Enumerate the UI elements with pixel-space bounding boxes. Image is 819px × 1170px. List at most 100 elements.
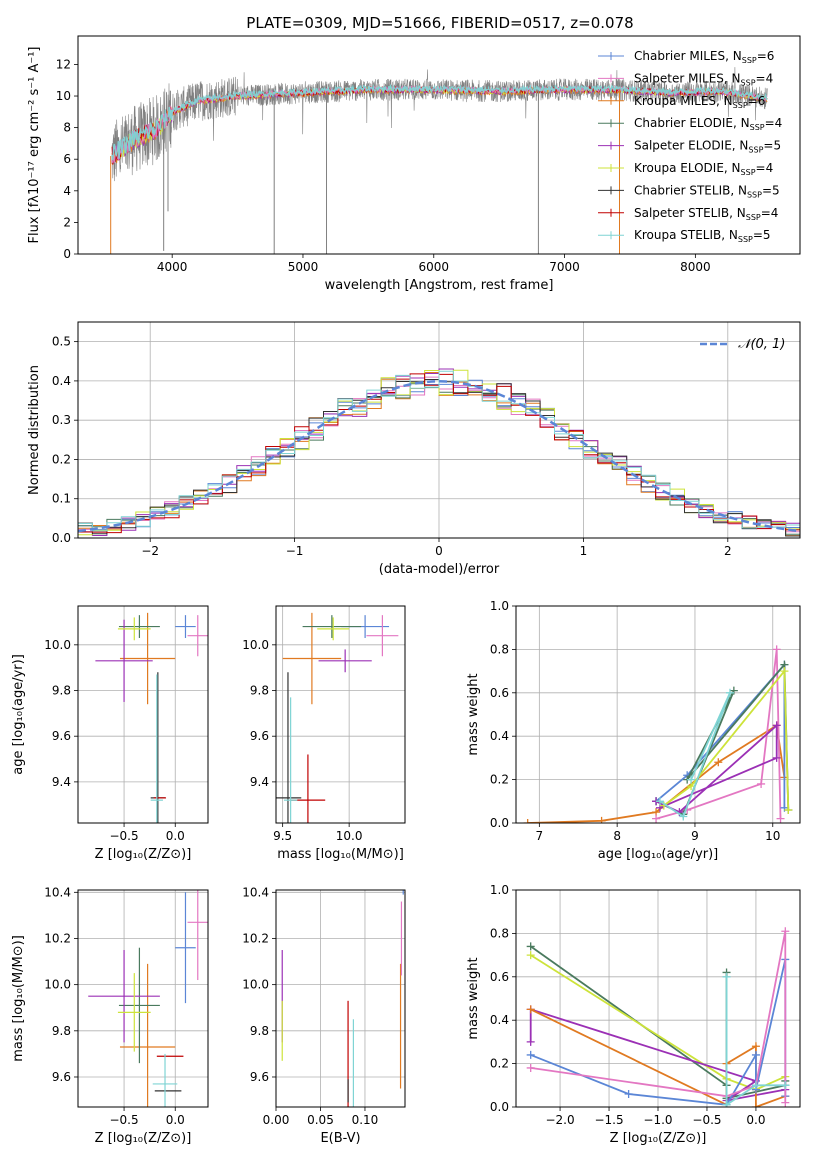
- y-axis-label: mass [log₁₀(M/M⊙)]: [11, 935, 26, 1062]
- weight-marker: [526, 1037, 535, 1046]
- errorbar-point: [117, 973, 151, 1052]
- legend-label: 𝒩(0, 1): [738, 337, 785, 352]
- legend-entry: Kroupa STELIB, NSSP=5: [598, 228, 771, 244]
- errorbar-point: [276, 672, 302, 823]
- errorbar-point: [150, 674, 163, 823]
- legend-entry: Salpeter ELODIE, NSSP=5: [598, 139, 781, 155]
- mass-vs-ebv-panel: 0.00 0.05 0.10 9.6 9.8 10.0 10.2 10.4 E(B-V): [242, 885, 406, 1146]
- y-tick-label: 10.0: [242, 978, 269, 992]
- errorbar-point: [318, 649, 372, 673]
- weight-marker: [751, 1042, 760, 1051]
- y-axis-label: Flux [fλ10⁻¹⁷ erg cm⁻² s⁻¹ A⁻¹]: [27, 47, 42, 244]
- weight-marker: [526, 1005, 535, 1014]
- x-tick-label: −1.0: [643, 1113, 672, 1127]
- weight-marker: [751, 1081, 760, 1090]
- y-tick-label: 10.2: [44, 931, 71, 945]
- y-tick-label: 0.8: [490, 926, 509, 940]
- x-tick-label: 0.05: [307, 1113, 334, 1127]
- x-axis-label: mass [log₁₀(M/M⊙)]: [277, 847, 404, 862]
- y-tick-label: 0.0: [52, 531, 71, 545]
- y-tick-label: 2: [63, 215, 71, 229]
- weight-marker: [772, 721, 781, 730]
- y-tick-label: 8: [63, 121, 71, 135]
- x-axis-label: age [log₁₀(age/yr)]: [598, 847, 719, 862]
- errorbar-point: [282, 612, 342, 705]
- y-tick-label: 10.4: [242, 885, 269, 899]
- legend-entry: Kroupa MILES, NSSP=6: [598, 94, 765, 110]
- y-tick-label: 0.1: [52, 492, 71, 506]
- weight-marker: [597, 816, 606, 823]
- y-tick-label: 0.4: [490, 1013, 509, 1027]
- axes-frame: [77, 605, 209, 824]
- y-axis-label: mass weight: [466, 957, 481, 1039]
- age-vs-z-panel: −0.5 0.0 9.4 9.6 9.8 10.0 Z [log₁₀(Z/Z⊙)] age […: [11, 605, 209, 862]
- gaussian-curve: [78, 380, 800, 533]
- x-tick-label: 0: [435, 544, 443, 558]
- legend-label: Salpeter STELIB, NSSP=4: [634, 206, 778, 222]
- weight-marker: [772, 645, 781, 654]
- weight-series: [523, 721, 789, 823]
- y-tick-label: 9.8: [52, 684, 71, 698]
- y-tick-label: 10.2: [242, 931, 269, 945]
- errorbar-point: [187, 615, 208, 657]
- errorbar-point: [88, 950, 160, 1043]
- legend-label: Salpeter ELODIE, NSSP=5: [634, 139, 781, 155]
- y-tick-label: 6: [63, 152, 71, 166]
- weight-marker: [624, 1089, 633, 1098]
- weight-marker: [776, 814, 785, 823]
- errorbar-point: [118, 615, 160, 638]
- x-axis-label: (data-model)/error: [379, 562, 500, 577]
- weight-marker: [751, 1103, 760, 1107]
- y-axis-label: Normed distribution: [27, 365, 42, 495]
- weight-marker: [781, 927, 790, 936]
- mass-vs-z-panel: −0.5 0.0 9.6 9.8 10.0 10.2 10.4 Z [log₁₀(Z/Z⊙)]…: [11, 885, 209, 1146]
- legend-entry: Chabrier MILES, NSSP=6: [598, 49, 774, 65]
- axes-frame: [515, 889, 801, 1108]
- y-tick-label: 0: [63, 247, 71, 261]
- legend-label: Salpeter MILES, NSSP=4: [634, 71, 773, 87]
- weight-line: [659, 692, 731, 818]
- weight-marker: [652, 814, 661, 823]
- legend-label: Chabrier MILES, NSSP=6: [634, 49, 774, 65]
- y-tick-label: 0.0: [490, 1100, 509, 1114]
- y-tick-label: 12: [56, 57, 71, 71]
- x-tick-label: 0.0: [166, 1113, 185, 1127]
- y-tick-label: 9.6: [250, 1070, 269, 1084]
- y-tick-label: 0.4: [490, 729, 509, 743]
- errorbar-point: [366, 615, 399, 657]
- weight-marker: [784, 805, 793, 814]
- weight-marker: [781, 1098, 790, 1107]
- x-tick-label: 0.0: [166, 829, 185, 843]
- weight-line: [655, 662, 786, 808]
- y-axis-label: mass weight: [466, 673, 481, 755]
- weight-line: [530, 1008, 786, 1107]
- x-tick-label: 7000: [549, 260, 580, 274]
- weight-vs-z-panel: −2.0 −1.5 −1.0 −0.5 0.0 0.0 0.2 0.4 0.6 0.8 1.0 Z […: [466, 883, 801, 1146]
- x-tick-label: 8: [613, 829, 621, 843]
- legend-entry: Chabrier STELIB, NSSP=5: [598, 183, 780, 199]
- legend-label: Kroupa STELIB, NSSP=5: [634, 228, 771, 244]
- x-tick-label: 2: [724, 544, 732, 558]
- errorbar-point: [317, 617, 350, 641]
- y-tick-label: 0.6: [490, 686, 509, 700]
- y-tick-label: 10.0: [44, 638, 71, 652]
- y-tick-label: 0.0: [490, 816, 509, 830]
- legend-entry: Salpeter MILES, NSSP=4: [598, 71, 773, 87]
- weight-marker: [780, 667, 789, 676]
- weight-marker: [714, 758, 723, 767]
- x-tick-label: 0.10: [352, 1113, 379, 1127]
- errorbar-point: [95, 619, 153, 702]
- weight-marker: [526, 1063, 535, 1072]
- x-axis-label: E(B-V): [320, 1131, 360, 1146]
- x-tick-label: 9: [691, 829, 699, 843]
- x-axis-label: Z [log₁₀(Z/Z⊙)]: [95, 1131, 192, 1146]
- weight-marker: [526, 951, 535, 960]
- x-axis-label: Z [log₁₀(Z/Z⊙)]: [95, 847, 192, 862]
- y-axis-label: age [log₁₀(age/yr)]: [11, 654, 26, 775]
- age-vs-mass-panel: 9.5 10.0 9.4 9.6 9.8 10.0 mass [log₁₀(M/M⊙)]: [242, 605, 406, 862]
- y-tick-label: 0.3: [52, 413, 71, 427]
- legend-label: Chabrier ELODIE, NSSP=4: [634, 116, 782, 132]
- x-axis-label: wavelength [Angstrom, rest frame]: [325, 278, 554, 293]
- errorbar-point: [119, 963, 176, 1107]
- y-tick-label: 9.8: [52, 1024, 71, 1038]
